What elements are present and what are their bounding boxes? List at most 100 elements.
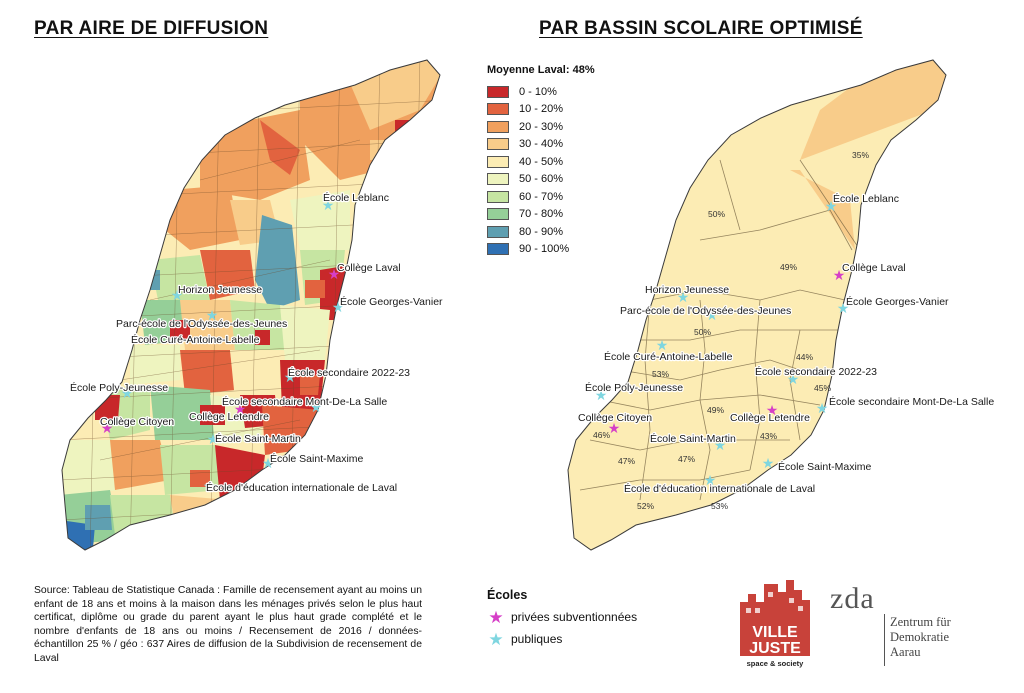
legend-label: 20 - 30%	[519, 120, 564, 133]
schools-legend-private: ★ privées subventionnées	[487, 606, 637, 628]
label-horizon-jeunesse: Horizon Jeunesse	[645, 284, 729, 296]
legend-rows: 0 - 10% 10 - 20% 20 - 30% 30 - 40% 40 - 50% 5…	[487, 83, 595, 258]
school-marker-public: ★	[207, 431, 220, 447]
legend-swatch	[487, 155, 509, 168]
legend-swatch	[487, 243, 509, 256]
label-ecole-education-internationale: École d'éducation internationale de Lava…	[206, 481, 397, 494]
legend-swatch	[487, 85, 509, 98]
basin-pct: 35%	[852, 150, 869, 160]
school-marker-public: ★	[706, 307, 719, 323]
label-parc-ecole-odyssee: Parc-école de l'Odyssée-des-Jeunes	[620, 305, 791, 317]
school-marker-private: ★	[234, 401, 247, 417]
school-marker-public: ★	[203, 478, 216, 494]
label-college-citoyen: Collège Citoyen	[100, 416, 174, 428]
schools-legend-public-label: publiques	[511, 632, 563, 646]
svg-text:★: ★	[488, 630, 503, 648]
school-marker-public: ★	[262, 455, 275, 471]
label-ecole-cure-antoine-labelle: École Curé-Antoine-Labelle	[131, 333, 260, 346]
label-college-citoyen: Collège Citoyen	[578, 412, 652, 424]
star-private-icon: ★	[488, 608, 503, 626]
legend-row: 10 - 20%	[487, 101, 595, 119]
basin-pct: 49%	[707, 405, 724, 415]
right-map-percentages: 35% 50% 49% 50% 44% 53% 45% 49% 43% 46% …	[593, 150, 869, 511]
basin-pct: 47%	[678, 454, 695, 464]
legend-swatch	[487, 138, 509, 151]
school-marker-private: ★	[101, 420, 114, 436]
basin-pct: 47%	[618, 456, 635, 466]
basin-pct: 52%	[637, 501, 654, 511]
left-map-labels: École Leblanc Collège Laval École George…	[69, 190, 444, 495]
schools-legend-private-label: privées subventionnées	[511, 610, 638, 624]
label-ecole-secondaire-mont-de-la-salle: École secondaire Mont-De-La Salle	[829, 395, 994, 408]
label-horizon-jeunesse: Horizon Jeunesse	[178, 284, 262, 296]
label-ecole-georges-vanier: École Georges-Vanier	[846, 295, 949, 308]
zda-name-line: Zentrum für	[890, 615, 951, 629]
label-ecole-saint-maxime: École Saint-Maxime	[778, 460, 872, 473]
legend-row: 0 - 10%	[487, 83, 595, 101]
label-ecole-education-internationale: École d'éducation internationale de Lava…	[624, 482, 815, 495]
legend-row: 90 - 100%	[487, 241, 595, 259]
label-college-laval: Collège Laval	[337, 262, 401, 274]
label-ecole-poly-jeunesse: École Poly-Jeunesse	[585, 381, 683, 394]
right-map-markers: ★ ★ ★ ★ ★ ★ ★ ★ ★ ★ ★ ★ ★ ★	[595, 198, 850, 488]
school-marker-public: ★	[171, 287, 184, 303]
label-ecole-saint-martin: École Saint-Martin	[215, 432, 301, 445]
legend-label: 0 - 10%	[519, 85, 557, 98]
school-marker-private: ★	[328, 266, 341, 282]
star-public-icon: ★	[488, 630, 503, 648]
school-marker-public: ★	[677, 289, 690, 305]
legend-label: 70 - 80%	[519, 208, 564, 221]
school-marker-public: ★	[322, 197, 335, 213]
basin-pct: 46%	[593, 430, 610, 440]
school-marker-private: ★	[608, 420, 621, 436]
right-map-title: PAR BASSIN SCOLAIRE OPTIMISÉ	[539, 18, 863, 39]
school-marker-public: ★	[595, 387, 608, 403]
basin-pct: 53%	[711, 501, 728, 511]
school-marker-public: ★	[704, 472, 717, 488]
school-marker-public: ★	[837, 300, 850, 316]
basin-pct: 50%	[708, 209, 725, 219]
school-marker-public: ★	[332, 299, 345, 315]
legend: Moyenne Laval: 48% 0 - 10% 10 - 20% 20 - 3…	[487, 64, 595, 258]
basin-pct: 43%	[760, 431, 777, 441]
zda-logo-mark: zda	[830, 582, 875, 615]
source-note: Source: Tableau de Statistique Canada : …	[34, 585, 422, 664]
legend-swatch	[487, 190, 509, 203]
label-college-letendre: Collège Letendre	[189, 411, 269, 423]
school-marker-public: ★	[816, 400, 829, 416]
school-marker-private: ★	[766, 402, 779, 418]
label-ecole-cure-antoine-labelle: École Curé-Antoine-Labelle	[604, 350, 733, 363]
legend-swatch	[487, 225, 509, 238]
zda-name-line: Demokratie	[890, 630, 950, 644]
school-marker-public: ★	[787, 371, 800, 387]
legend-label: 30 - 40%	[519, 138, 564, 151]
left-map-title: PAR AIRE DE DIFFUSION	[34, 18, 269, 39]
legend-swatch	[487, 208, 509, 221]
label-ecole-saint-maxime: École Saint-Maxime	[270, 452, 364, 465]
zda-name-line: Aarau	[890, 645, 921, 659]
ville-juste-tagline: space & society	[746, 659, 804, 668]
basin-pct: 53%	[652, 369, 669, 379]
legend-row: 40 - 50%	[487, 153, 595, 171]
label-college-laval: Collège Laval	[842, 262, 906, 274]
legend-row: 30 - 40%	[487, 136, 595, 154]
label-ecole-leblanc: École Leblanc	[323, 191, 389, 204]
right-map-labels: École Leblanc Collège Laval École George…	[577, 191, 996, 496]
legend-label: 80 - 90%	[519, 225, 564, 238]
school-marker-public: ★	[206, 307, 219, 323]
school-marker-public: ★	[714, 437, 727, 453]
label-ecole-secondaire-mont-de-la-salle: École secondaire Mont-De-La Salle	[222, 395, 387, 408]
legend-label: 90 - 100%	[519, 243, 570, 256]
label-ecole-secondaire-2022-23: École secondaire 2022-23	[288, 366, 410, 379]
legend-label: 10 - 20%	[519, 103, 564, 116]
legend-row: 50 - 60%	[487, 171, 595, 189]
legend-row: 70 - 80%	[487, 206, 595, 224]
school-marker-private: ★	[833, 267, 846, 283]
school-marker-public: ★	[656, 337, 669, 353]
school-marker-public: ★	[284, 369, 297, 385]
legend-label: 40 - 50%	[519, 155, 564, 168]
label-college-letendre: Collège Letendre	[730, 412, 810, 424]
legend-label: 50 - 60%	[519, 173, 564, 186]
